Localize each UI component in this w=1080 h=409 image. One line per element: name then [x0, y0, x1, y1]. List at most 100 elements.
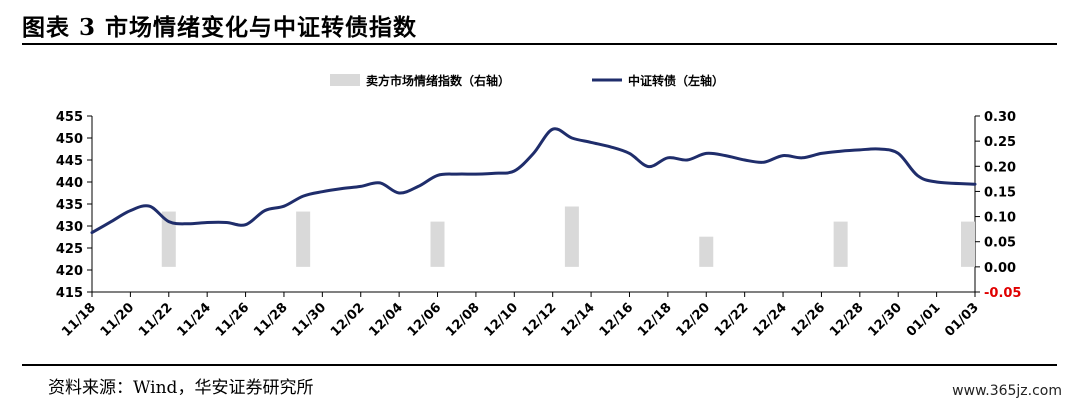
convertible-index-point: [532, 152, 535, 155]
convertible-index-point: [859, 149, 861, 151]
x-tick-label: 12/24: [750, 300, 790, 340]
x-tick-label: 12/28: [827, 300, 867, 340]
figure-title: 图表 3 市场情绪变化与中证转债指数: [22, 14, 418, 41]
x-tick-label: 12/30: [865, 300, 905, 340]
convertible-index-point: [455, 173, 458, 175]
source-note: 资料来源：Wind，华安证券研究所: [48, 378, 314, 398]
x-tick-label: 12/10: [482, 300, 522, 340]
x-tick-label: 12/14: [558, 300, 598, 340]
convertible-index-point: [743, 159, 746, 161]
convertible-index-point: [494, 172, 496, 174]
x-tick-label: 11/24: [174, 300, 214, 340]
convertible-index-point: [417, 185, 420, 188]
convertible-index-point: [839, 150, 842, 152]
x-tick-label: 12/06: [405, 300, 445, 340]
x-tick-label: 12/26: [789, 300, 829, 340]
x-tick-label: 12/20: [674, 300, 714, 340]
convertible-index-point: [724, 154, 727, 157]
x-tick-label: 12/22: [712, 300, 752, 340]
legend-bar-swatch: [330, 74, 360, 86]
y-right-tick-label: 0.05: [984, 236, 1016, 251]
convertible-index-point: [609, 146, 612, 148]
convertible-index-point: [148, 205, 151, 207]
convertible-index-point: [705, 152, 708, 155]
convertible-index-point: [302, 195, 305, 197]
y-right-tick-label: 0.15: [984, 185, 1016, 200]
convertible-index-point: [782, 154, 784, 157]
convertible-index-point: [206, 221, 208, 224]
x-tick-label: 12/08: [443, 300, 483, 340]
convertible-index-point: [321, 190, 324, 193]
y-left-tick-label: 415: [56, 286, 83, 301]
y-right-tick-label: 0.25: [984, 135, 1016, 150]
x-tick-label: 12/04: [366, 300, 406, 340]
y-left-tick-label: 430: [56, 220, 83, 235]
convertible-index-point: [878, 148, 880, 150]
convertible-index-point: [935, 181, 938, 183]
convertible-index-point: [763, 161, 765, 163]
convertible-index-point: [244, 223, 247, 226]
legend-bar-label: 卖方市场情绪指数（右轴）: [366, 73, 510, 88]
x-tick-label: 01/01: [904, 300, 944, 340]
x-tick-label: 12/02: [328, 300, 368, 340]
footer-rule: [22, 364, 1057, 366]
legend-line-label: 中证转债（左轴）: [628, 73, 724, 88]
y-right-tick-label: 0.10: [984, 211, 1016, 226]
convertible-index-point: [628, 152, 631, 155]
x-tick-label: 11/20: [98, 300, 138, 340]
convertible-index-point: [187, 223, 189, 225]
x-tick-label: 11/30: [290, 300, 330, 340]
x-tick-label: 12/12: [520, 300, 560, 340]
convertible-index-point: [91, 231, 93, 234]
legend: 卖方市场情绪指数（右轴） 中证转债（左轴）: [330, 73, 724, 88]
convertible-index-point: [436, 174, 439, 177]
x-tick-label: 12/18: [635, 300, 675, 340]
x-tick-label: 11/28: [251, 300, 291, 340]
y-left-tick-label: 450: [56, 132, 83, 147]
sentiment-bar: [833, 221, 848, 267]
convertible-index-point: [820, 152, 823, 155]
convertible-index-point: [551, 128, 554, 130]
convertible-index-point: [110, 220, 112, 223]
convertible-index-point: [686, 159, 688, 161]
sentiment-bar: [564, 206, 579, 267]
y-left-tick-label: 425: [56, 242, 83, 257]
y-left-tick-label: 435: [56, 198, 83, 213]
y-right-tick-label: -0.05: [984, 286, 1021, 301]
convertible-index-point: [283, 205, 285, 207]
convertible-index-point: [379, 182, 381, 184]
y-right-tick-label: 0.30: [984, 110, 1016, 125]
title-rule: [22, 43, 1057, 45]
watermark: www.365jz.com: [952, 383, 1062, 399]
convertible-index-point: [475, 173, 477, 175]
convertible-index-line: [90, 127, 977, 235]
convertible-index-point: [647, 165, 650, 168]
sentiment-bar: [161, 211, 176, 267]
convertible-index-point: [571, 137, 573, 139]
x-tick-label: 01/03: [942, 300, 982, 340]
y-left-tick-label: 420: [56, 264, 83, 279]
convertible-index-point: [398, 192, 400, 194]
convertible-index-point: [168, 220, 170, 223]
convertible-index-point: [801, 157, 803, 159]
sentiment-bar: [296, 211, 311, 267]
x-tick-label: 11/26: [213, 300, 253, 340]
y-left-tick-label: 445: [56, 154, 83, 169]
x-tick-label: 12/16: [597, 300, 637, 340]
x-tick-label: 11/18: [59, 300, 99, 340]
y-left-tick-label: 455: [56, 110, 83, 125]
sentiment-bar: [699, 236, 714, 267]
convertible-index-point: [667, 157, 669, 159]
x-tick-label: 11/22: [136, 300, 176, 340]
y-right-tick-label: 0.20: [984, 160, 1016, 175]
convertible-index-point: [974, 183, 976, 185]
convertible-index-point: [340, 187, 343, 190]
convertible-index-point: [590, 141, 592, 144]
y-left-tick-label: 440: [56, 176, 83, 191]
convertible-index-point: [513, 170, 516, 172]
convertible-index-point: [916, 174, 919, 177]
convertible-index-point: [264, 209, 266, 212]
convertible-index-point: [225, 221, 228, 224]
convertible-index-point: [129, 209, 132, 212]
